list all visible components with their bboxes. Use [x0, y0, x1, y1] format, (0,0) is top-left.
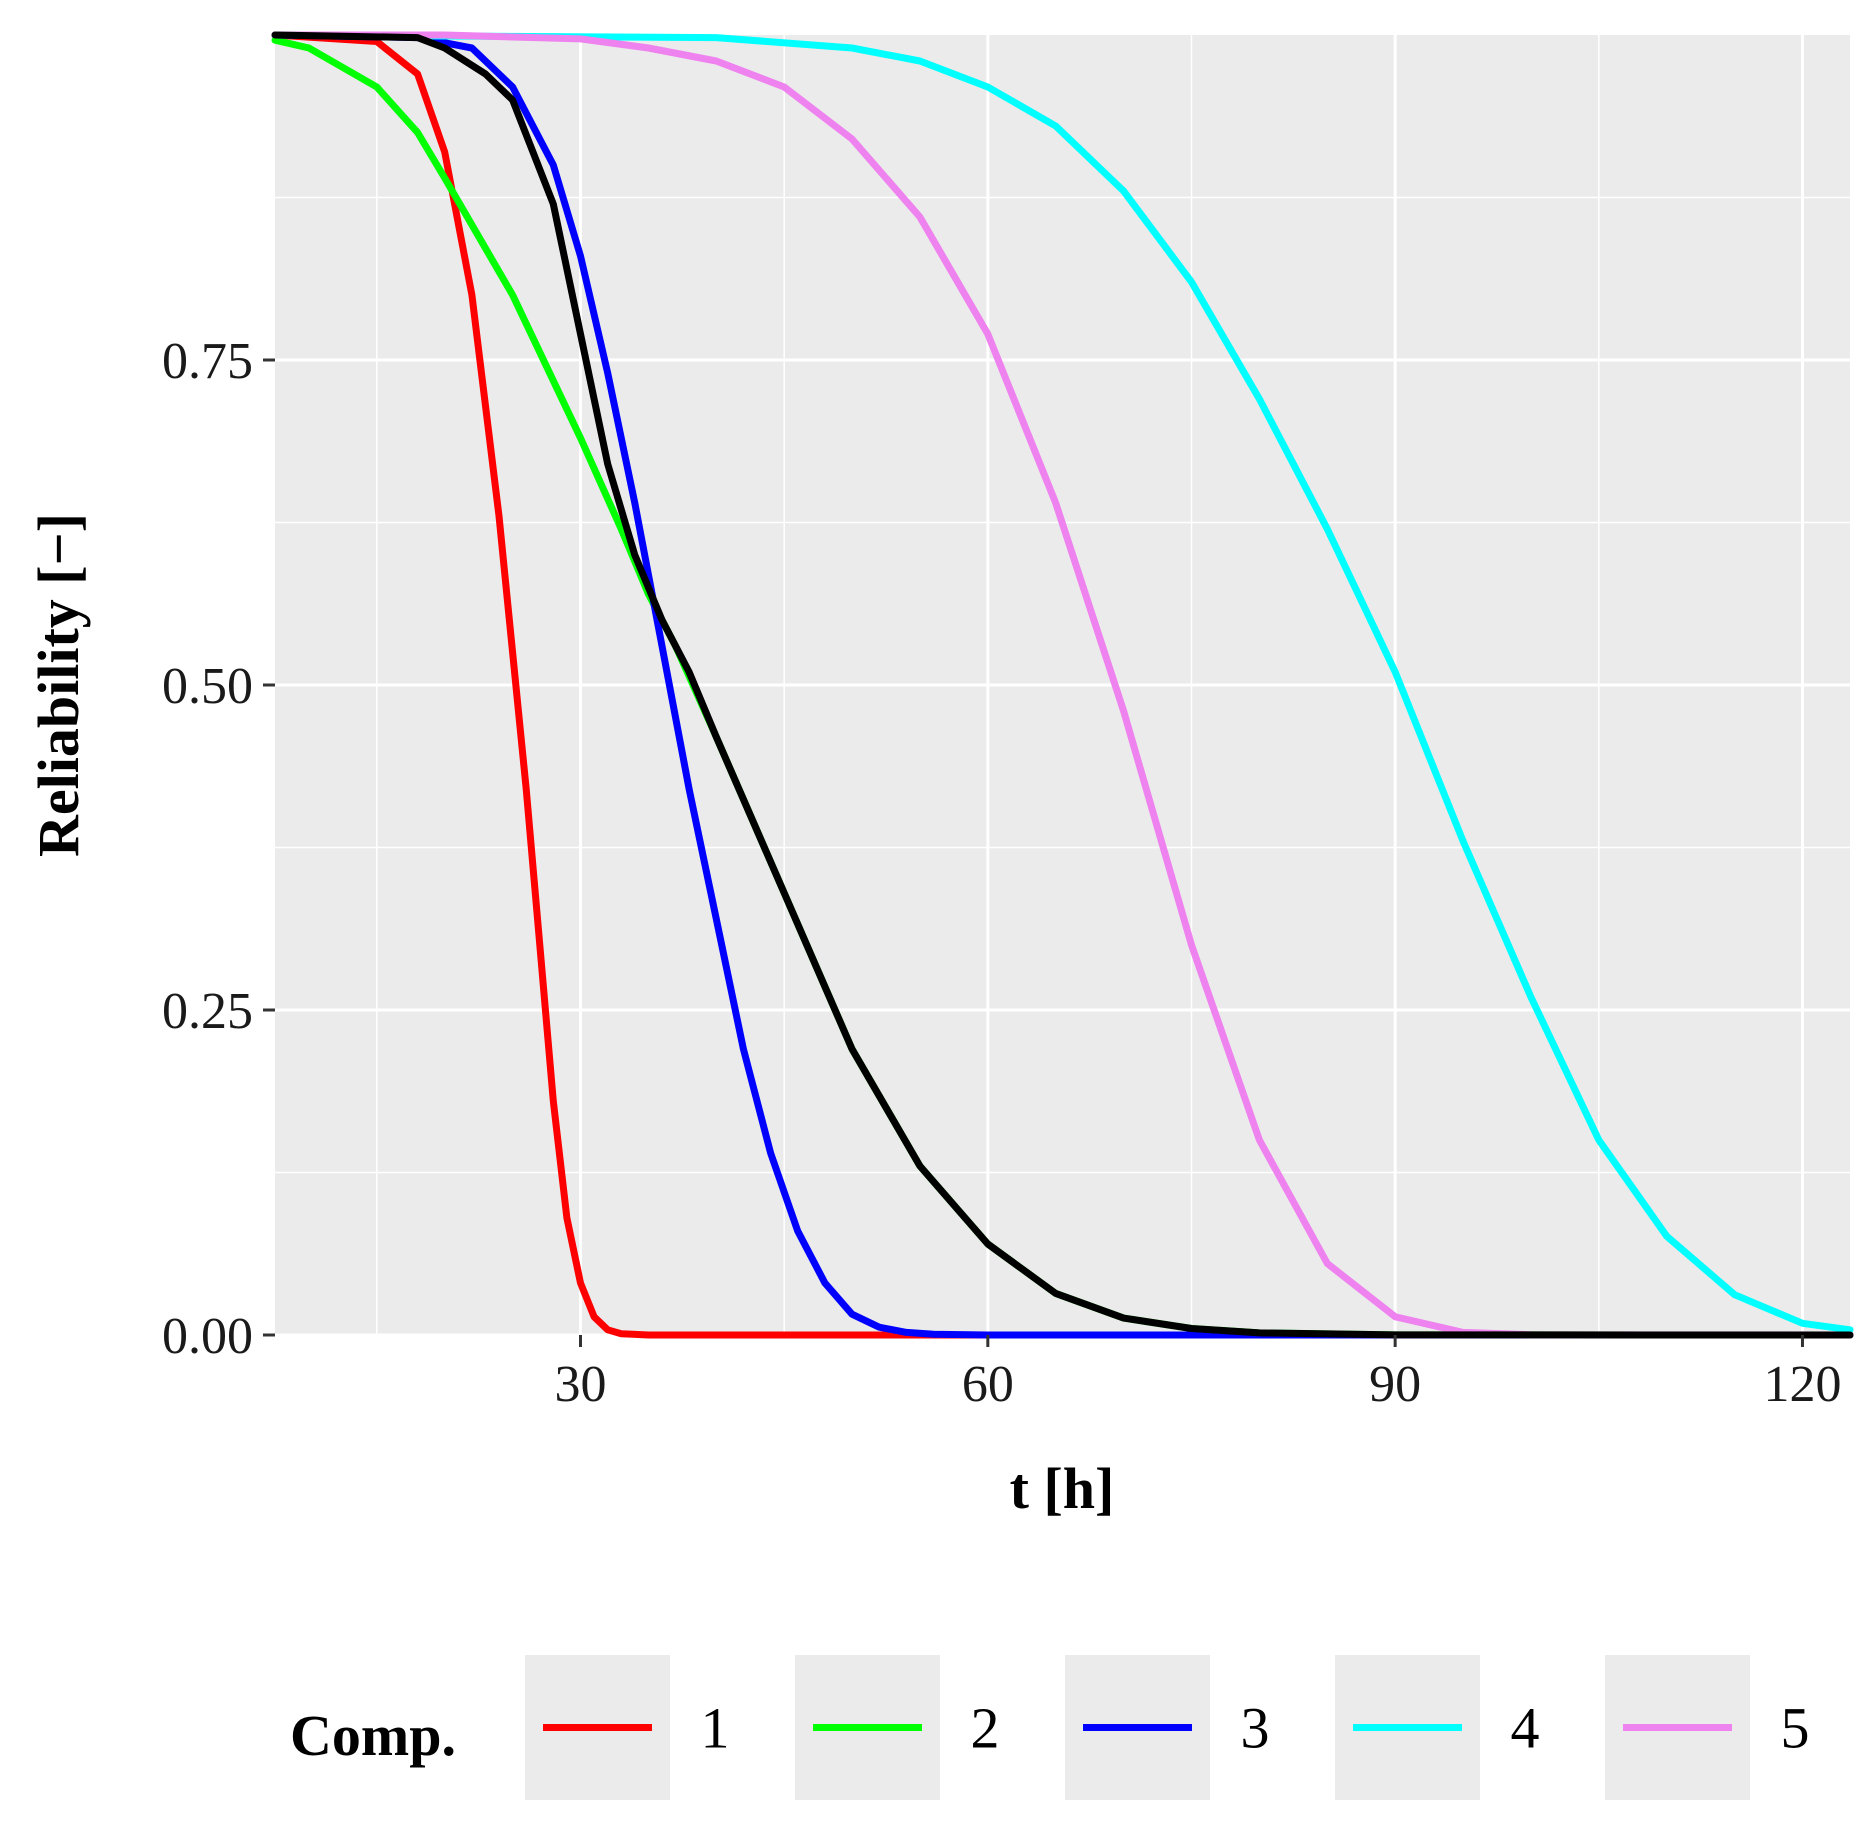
x-tick-label: 60	[962, 1356, 1014, 1413]
series-line-system	[271, 31, 1854, 1339]
series-line-3	[271, 31, 1854, 1339]
y-tick-label: 0.50	[162, 658, 253, 715]
y-tick-label: 0.00	[162, 1308, 253, 1365]
axis-layer: 30 60 90 120 0.00 0.25 0.50 0.75	[162, 333, 1841, 1413]
series-line-4	[271, 31, 1854, 1334]
legend: Comp. 1 2 3 4 5	[290, 1655, 1810, 1800]
y-tick-label: 0.25	[162, 983, 253, 1040]
y-axis-label: Reliability [−]	[26, 513, 91, 857]
x-tick-label: 30	[554, 1356, 606, 1413]
legend-title: Comp.	[290, 1703, 456, 1768]
x-axis-label: t [h]	[1010, 1456, 1115, 1521]
legend-label-5: 5	[1781, 1696, 1810, 1761]
legend-label-1: 1	[701, 1696, 730, 1761]
legend-label-2: 2	[971, 1696, 1000, 1761]
legend-label-3: 3	[1241, 1696, 1270, 1761]
x-tick-label: 120	[1763, 1356, 1841, 1413]
series-line-5	[271, 31, 1854, 1339]
series-layer	[271, 31, 1854, 1339]
x-tick-label: 90	[1369, 1356, 1421, 1413]
series-line-1	[271, 31, 1854, 1339]
legend-label-4: 4	[1511, 1696, 1540, 1761]
y-tick-label: 0.75	[162, 333, 253, 390]
